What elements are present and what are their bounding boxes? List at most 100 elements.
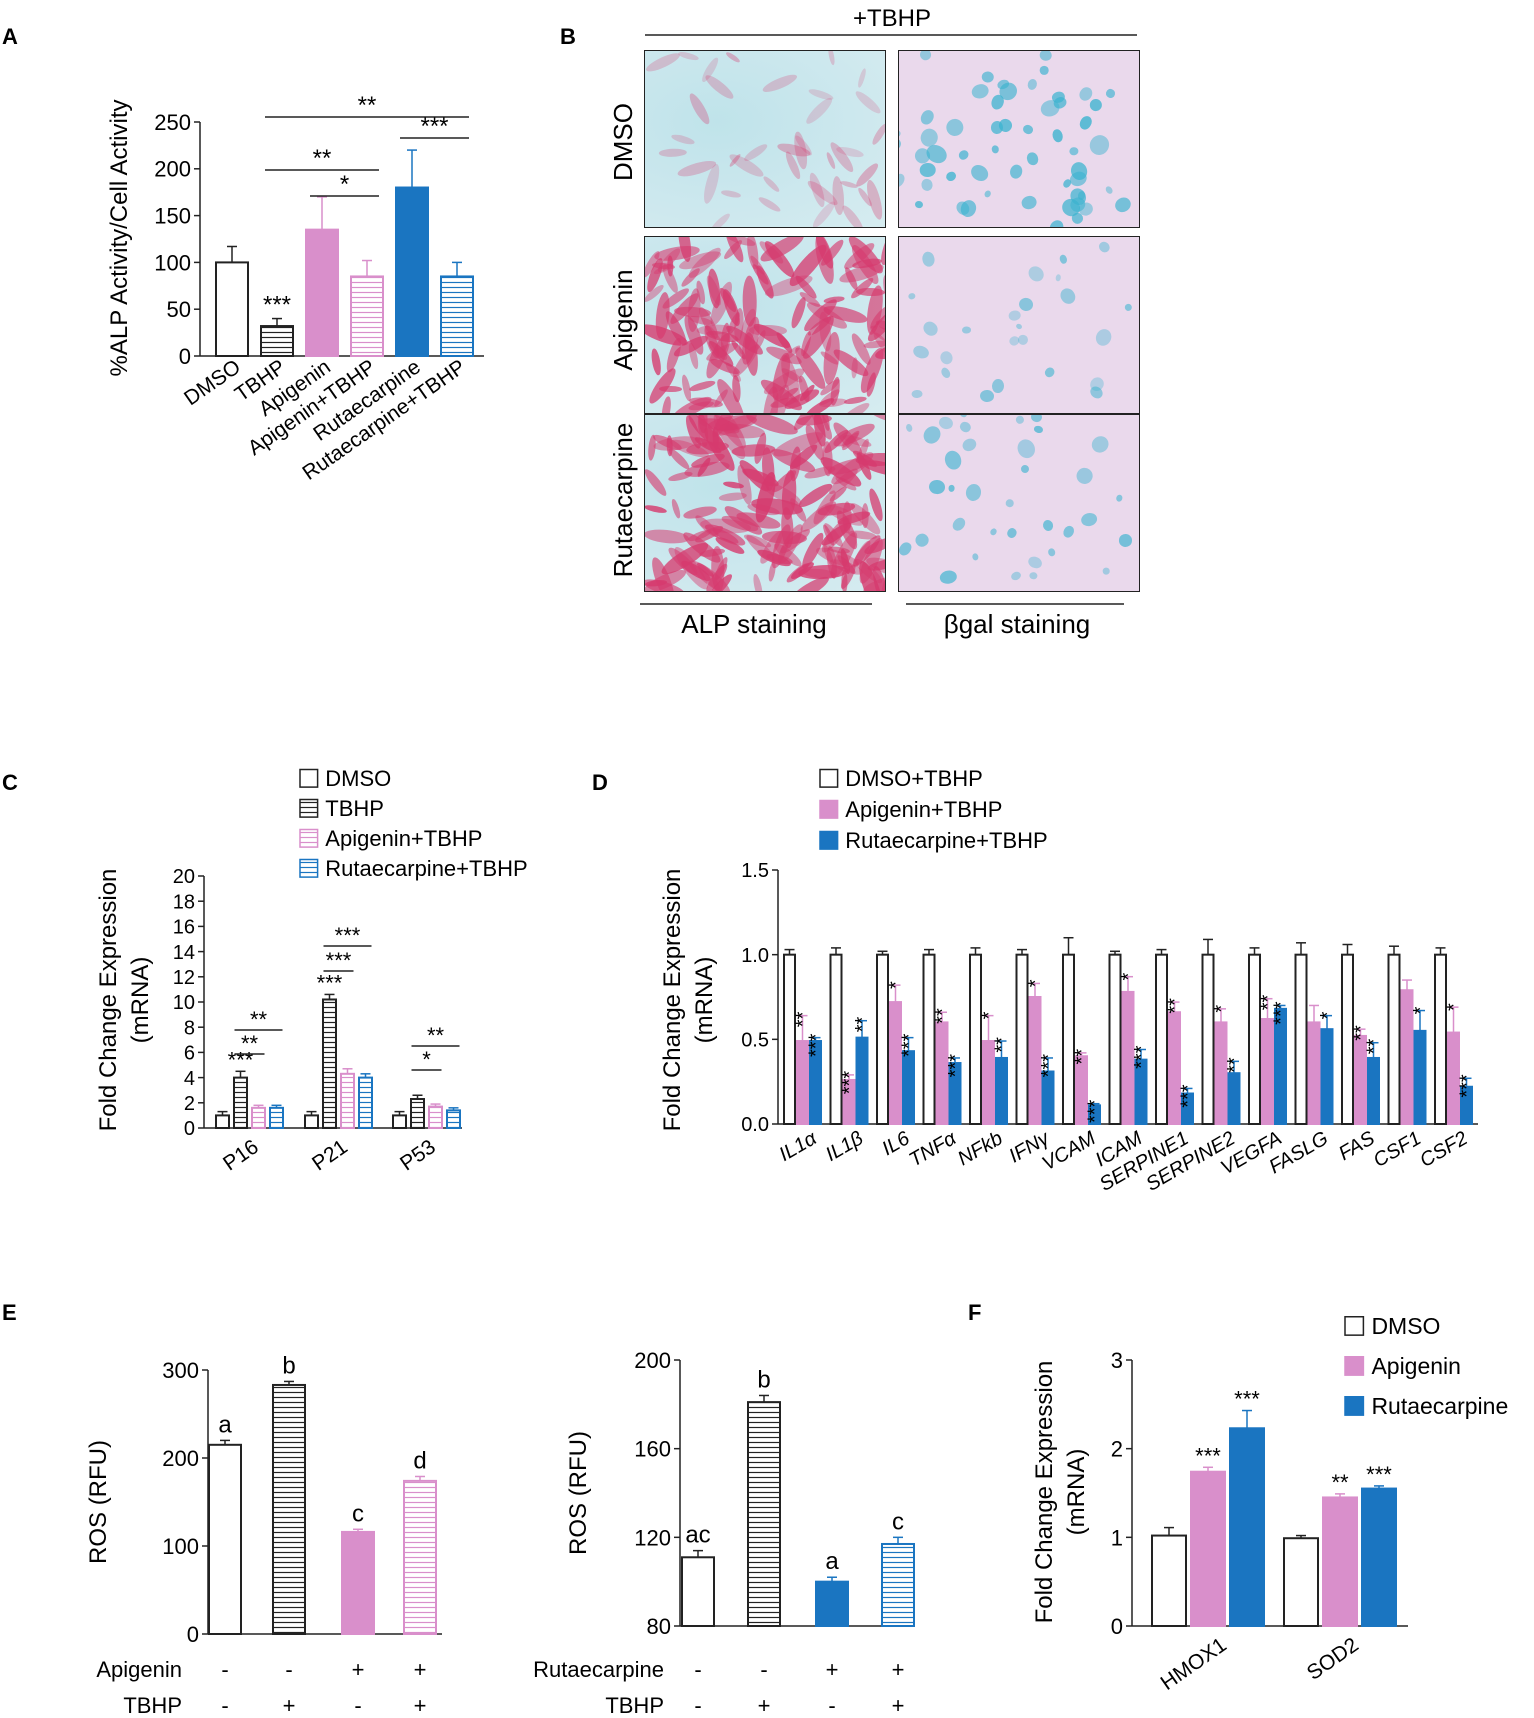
stained-cell bbox=[918, 51, 934, 63]
stained-cell bbox=[970, 82, 991, 101]
b-row-label-dmso: DMSO bbox=[608, 103, 638, 181]
d-significance-label: * bbox=[1410, 1006, 1432, 1014]
d-bar bbox=[1413, 1029, 1427, 1126]
panel-d-chart: 0.0 0.5 1.0 1.5 Fold Change Expression (mRNA)… bbox=[659, 766, 1479, 1196]
stained-cell bbox=[827, 51, 836, 66]
c-y-tick-label: 18 bbox=[173, 891, 195, 913]
b-treatment-header: +TBHP bbox=[853, 5, 931, 32]
e2-bar bbox=[881, 1542, 915, 1627]
c-bar bbox=[428, 1105, 443, 1129]
panel-letter-c: C bbox=[2, 770, 18, 795]
c-y-tick-label: 12 bbox=[173, 967, 195, 989]
stained-cell bbox=[1030, 415, 1044, 424]
d-bar bbox=[1041, 1070, 1055, 1126]
stained-cell bbox=[920, 251, 936, 269]
d-y-tick-label: 0.5 bbox=[741, 1030, 769, 1052]
c-comparison-label: * bbox=[422, 1047, 431, 1072]
c-legend-swatch bbox=[299, 798, 319, 818]
c-y-tick-label: 0 bbox=[184, 1118, 195, 1140]
stained-cell bbox=[1087, 96, 1105, 113]
c-bar bbox=[269, 1106, 284, 1129]
stained-cell bbox=[907, 292, 916, 301]
c-legend-label: DMSO bbox=[325, 766, 391, 791]
c-legend-swatch bbox=[299, 858, 319, 878]
stained-cell bbox=[913, 531, 931, 550]
stained-cell bbox=[1025, 263, 1047, 285]
e1-y-tick-label: 300 bbox=[162, 1358, 199, 1383]
panel-letter-e: E bbox=[2, 1300, 17, 1325]
f-bar bbox=[1151, 1534, 1187, 1628]
panel-e-apigenin-chart: 0 100 200 300 ROS (RFU) a - - b - + c + - d + + Apigenin T… bbox=[85, 1352, 442, 1718]
a-bar bbox=[305, 228, 339, 357]
f-y-tick-label: 1 bbox=[1111, 1525, 1123, 1550]
e2-row2-sign: - bbox=[828, 1693, 835, 1718]
b-col-label-bgal: βgal staining bbox=[944, 609, 1091, 639]
stained-cell bbox=[1086, 131, 1113, 159]
d-significance-label: ** bbox=[1165, 998, 1187, 1014]
e1-row1-sign: + bbox=[414, 1657, 427, 1682]
panel-letter-d: D bbox=[592, 770, 608, 795]
e2-group-letter: a bbox=[825, 1548, 839, 1575]
d-legend-label: Apigenin+TBHP bbox=[845, 797, 1002, 822]
d-significance-label: * bbox=[1025, 979, 1047, 987]
micrograph-bgal-rutaecarpine bbox=[898, 414, 1140, 592]
d-bar bbox=[783, 953, 796, 1126]
d-significance-label: *** bbox=[1457, 1074, 1479, 1098]
stained-cell bbox=[686, 90, 713, 127]
c-y-axis-label-2: (mRNA) bbox=[127, 957, 154, 1044]
micrograph-bgal-apigenin bbox=[898, 236, 1140, 414]
d-significance-label: *** bbox=[1085, 1099, 1107, 1123]
c-bar bbox=[446, 1109, 461, 1129]
stained-cell bbox=[670, 498, 682, 520]
stained-cell bbox=[853, 88, 884, 118]
c-significance-label: *** bbox=[317, 970, 343, 995]
stained-cell bbox=[910, 343, 930, 361]
a-y-axis-label: %ALP Activity/Cell Activity bbox=[106, 100, 133, 377]
d-significance-label: * bbox=[1211, 1005, 1233, 1013]
c-bar bbox=[340, 1072, 355, 1129]
stained-cell bbox=[914, 200, 924, 209]
stained-cell bbox=[1092, 326, 1115, 350]
d-legend-swatch bbox=[819, 830, 839, 850]
e2-row2-sign: + bbox=[758, 1693, 771, 1718]
c-x-tick-label: P53 bbox=[396, 1135, 440, 1175]
c-x-tick-label: P21 bbox=[308, 1135, 352, 1175]
a-bar bbox=[260, 325, 294, 358]
d-bar bbox=[922, 953, 936, 1126]
d-significance-label: ** bbox=[932, 1008, 954, 1024]
e2-row1-label: Rutaecarpine bbox=[533, 1657, 664, 1682]
stained-cell bbox=[1068, 146, 1079, 156]
e1-row2-sign: + bbox=[283, 1693, 296, 1718]
stained-cell bbox=[645, 503, 667, 515]
e2-row1-sign: - bbox=[694, 1657, 701, 1682]
stained-cell bbox=[761, 174, 781, 193]
b-row-label-rutaecarpine: Rutaecarpine bbox=[608, 423, 638, 578]
d-bar bbox=[1294, 953, 1308, 1126]
d-significance-label: ** bbox=[852, 1017, 874, 1033]
stained-cell bbox=[720, 189, 742, 199]
d-significance-label: * bbox=[886, 981, 908, 989]
e2-row1-sign: - bbox=[760, 1657, 767, 1682]
d-legend-swatch bbox=[819, 768, 839, 788]
d-legend-label: Rutaecarpine+TBHP bbox=[845, 828, 1047, 853]
e1-row1-label: Apigenin bbox=[96, 1657, 182, 1682]
a-bar bbox=[350, 275, 384, 357]
d-significance-label: *** bbox=[806, 1033, 828, 1057]
stained-cell bbox=[918, 107, 937, 127]
stained-cell bbox=[904, 422, 914, 433]
stained-cell bbox=[945, 118, 965, 138]
stained-cell bbox=[964, 482, 983, 502]
stained-cell bbox=[972, 552, 980, 561]
stained-cell bbox=[760, 71, 799, 96]
e2-y-tick-label: 120 bbox=[634, 1525, 671, 1550]
f-bar bbox=[1229, 1427, 1265, 1627]
stained-cell bbox=[927, 479, 946, 496]
stained-cell bbox=[1008, 310, 1022, 322]
a-y-tick-label: 150 bbox=[154, 204, 191, 229]
e1-row1-sign: - bbox=[221, 1657, 228, 1682]
e1-group-letter: b bbox=[282, 1352, 295, 1379]
c-y-tick-label: 10 bbox=[173, 992, 195, 1014]
stained-cell bbox=[1124, 302, 1133, 312]
micrograph-alp-apigenin bbox=[644, 236, 886, 414]
